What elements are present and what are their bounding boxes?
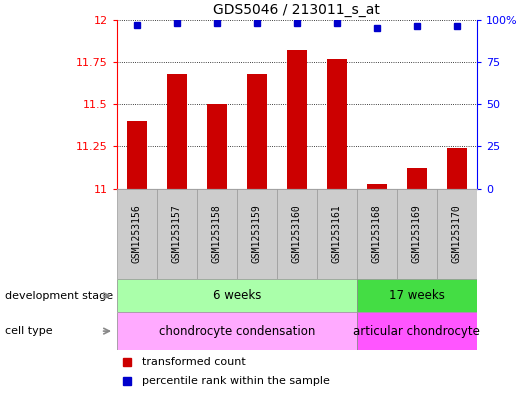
Text: GSM1253160: GSM1253160 [292,204,302,263]
Bar [447,148,467,189]
Bar [127,121,147,189]
Bar [157,189,197,279]
Title: GDS5046 / 213011_s_at: GDS5046 / 213011_s_at [214,3,380,17]
Text: GSM1253159: GSM1253159 [252,204,262,263]
Text: GSM1253157: GSM1253157 [172,204,182,263]
Bar [357,189,397,279]
Text: chondrocyte condensation: chondrocyte condensation [158,325,315,338]
Bar [247,74,267,189]
Bar [317,189,357,279]
Bar [117,312,357,350]
Text: GSM1253168: GSM1253168 [372,204,382,263]
Bar [197,189,237,279]
Text: 6 weeks: 6 weeks [213,289,261,302]
Bar [357,312,477,350]
Text: GSM1253161: GSM1253161 [332,204,342,263]
Text: 17 weeks: 17 weeks [389,289,445,302]
Bar [166,74,187,189]
Text: transformed count: transformed count [142,357,245,367]
Bar [117,279,357,312]
Bar [207,104,227,189]
Bar [237,189,277,279]
Bar [117,189,157,279]
Bar [357,279,477,312]
Text: development stage: development stage [5,291,113,301]
Bar [407,168,427,189]
Bar [367,184,387,189]
Text: cell type: cell type [5,326,53,336]
Text: articular chondrocyte: articular chondrocyte [354,325,480,338]
Text: GSM1253169: GSM1253169 [412,204,422,263]
Bar [397,189,437,279]
Bar [287,50,307,189]
Bar [327,59,347,189]
Text: GSM1253156: GSM1253156 [131,204,142,263]
Text: GSM1253170: GSM1253170 [452,204,462,263]
Text: percentile rank within the sample: percentile rank within the sample [142,376,330,386]
Text: GSM1253158: GSM1253158 [211,204,222,263]
Bar [277,189,317,279]
Bar [437,189,477,279]
